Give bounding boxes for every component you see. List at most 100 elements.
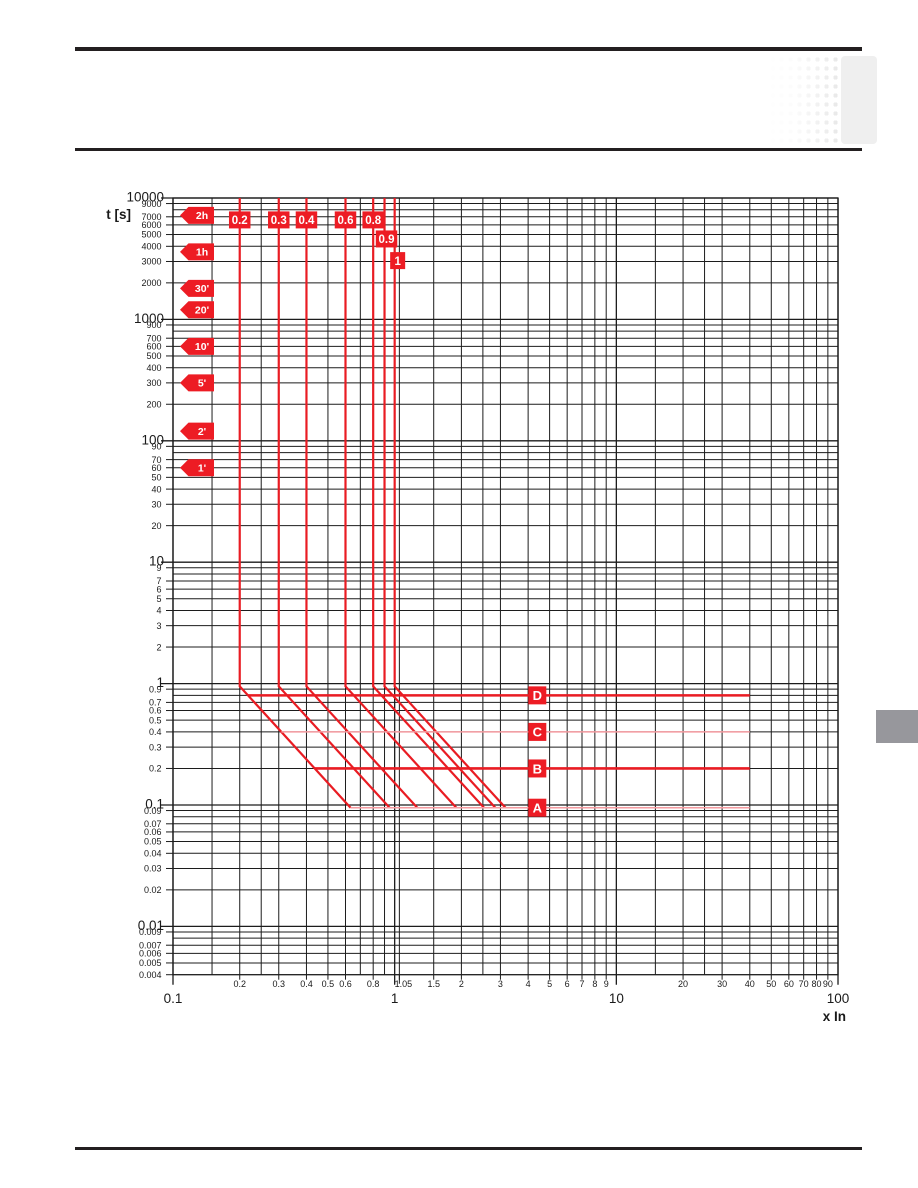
y-tick-label-minor: 0.005 bbox=[139, 958, 162, 968]
x-tick-label-minor: 70 bbox=[799, 979, 809, 989]
x-tick-label-minor: 90 bbox=[823, 979, 833, 989]
curve-label: 0.6 bbox=[337, 215, 353, 227]
curve-label-box-0.8 bbox=[362, 211, 384, 229]
x-tick-label-minor: 30 bbox=[717, 979, 727, 989]
band-label: B bbox=[533, 761, 542, 776]
y-tick-label-minor: 20 bbox=[151, 521, 161, 531]
x-tick-label-minor: 0.2 bbox=[233, 979, 246, 989]
y-tick-label-minor: 6000 bbox=[141, 220, 161, 230]
y-tick-label-minor: 0.03 bbox=[144, 864, 162, 874]
y-tick-label-minor: 0.006 bbox=[139, 949, 162, 959]
time-marker-arrow-5' bbox=[180, 374, 214, 392]
x-tick-label-minor: 20 bbox=[678, 979, 688, 989]
band-label-box-B bbox=[528, 759, 547, 778]
curve-label-box-0.4 bbox=[295, 211, 318, 229]
curve-label: 0.4 bbox=[298, 215, 315, 227]
y-tick-label-minor: 0.9 bbox=[149, 684, 162, 694]
time-marker-arrow-1h bbox=[180, 243, 214, 261]
band-label-box-C bbox=[528, 722, 547, 741]
y-tick-label-minor: 90 bbox=[151, 442, 161, 452]
y-tick-label-minor: 0.007 bbox=[139, 940, 162, 950]
y-tick-label-minor: 7 bbox=[156, 576, 161, 586]
curve-label: 0.9 bbox=[379, 234, 395, 246]
time-marker-label: 2h bbox=[196, 210, 208, 222]
y-tick-label-minor: 0.3 bbox=[149, 742, 162, 752]
curve-label: 0.8 bbox=[365, 215, 382, 227]
footer-rule bbox=[75, 1147, 862, 1150]
trip-curve-0.2 bbox=[238, 198, 352, 809]
y-tick-label-minor: 0.4 bbox=[149, 727, 162, 737]
y-tick-label-minor: 400 bbox=[146, 363, 161, 373]
x-tick-label-minor: 1.05 bbox=[395, 979, 413, 989]
x-tick-label-minor: 60 bbox=[784, 979, 794, 989]
y-tick-label-minor: 50 bbox=[151, 473, 161, 483]
x-tick-label-minor: 1.5 bbox=[427, 979, 440, 989]
y-tick-label-minor: 0.5 bbox=[149, 715, 162, 725]
time-marker-arrow-2' bbox=[180, 422, 214, 440]
band-label: A bbox=[533, 801, 543, 816]
time-marker-label: 1h bbox=[196, 247, 208, 259]
y-tick-label-minor: 0.7 bbox=[149, 698, 162, 708]
y-tick-label-minor: 600 bbox=[146, 342, 161, 352]
x-tick-label-minor: 0.4 bbox=[300, 979, 313, 989]
y-tick-label-major: 1 bbox=[156, 675, 164, 690]
halftone-dot-pattern bbox=[768, 55, 844, 145]
curve-label: 1 bbox=[394, 256, 401, 268]
curve-label: 0.2 bbox=[232, 215, 248, 227]
time-marker-arrow-20' bbox=[180, 301, 214, 319]
y-tick-label-minor: 0.07 bbox=[144, 819, 162, 829]
y-tick-label-minor: 4000 bbox=[141, 242, 161, 252]
curve-label: 0.3 bbox=[271, 215, 287, 227]
time-marker-arrow-30' bbox=[180, 279, 214, 297]
y-tick-label-minor: 3 bbox=[156, 621, 161, 631]
band-label-box-D bbox=[528, 686, 547, 705]
trip-curve-0.8 bbox=[372, 198, 485, 809]
x-tick-label-minor: 5 bbox=[547, 979, 552, 989]
y-tick-label-minor: 200 bbox=[146, 399, 161, 409]
y-tick-label-minor: 70 bbox=[151, 455, 161, 465]
curve-label-box-1 bbox=[390, 252, 406, 270]
y-tick-label-minor: 300 bbox=[146, 378, 161, 388]
x-tick-label-minor: 80 bbox=[812, 979, 822, 989]
band-label: D bbox=[533, 688, 542, 703]
y-tick-label-minor: 3000 bbox=[141, 257, 161, 267]
y-tick-label-minor: 30 bbox=[151, 499, 161, 509]
time-marker-arrow-10' bbox=[180, 337, 214, 355]
y-tick-label-minor: 40 bbox=[151, 484, 161, 494]
time-marker-arrow-2h bbox=[180, 206, 214, 224]
y-tick-label-minor: 900 bbox=[146, 320, 161, 330]
y-tick-label-minor: 0.06 bbox=[144, 827, 162, 837]
y-tick-label-minor: 0.05 bbox=[144, 837, 162, 847]
y-tick-label-minor: 60 bbox=[151, 463, 161, 473]
y-tick-label-major: 0.1 bbox=[145, 797, 164, 812]
time-marker-arrow-1' bbox=[180, 459, 214, 477]
time-marker-label: 10' bbox=[195, 341, 209, 353]
x-tick-label-minor: 3 bbox=[498, 979, 503, 989]
y-tick-label-minor: 500 bbox=[146, 351, 161, 361]
y-tick-label-minor: 6 bbox=[156, 584, 161, 594]
y-tick-label-minor: 0.6 bbox=[149, 706, 162, 716]
time-marker-label: 1' bbox=[198, 463, 206, 475]
x-tick-label-minor: 7 bbox=[579, 979, 584, 989]
y-tick-label-minor: 2 bbox=[156, 642, 161, 652]
y-tick-label-minor: 0.04 bbox=[144, 849, 162, 859]
y-axis-title: t [s] bbox=[106, 207, 131, 222]
y-tick-label-minor: 9000 bbox=[141, 199, 161, 209]
y-tick-label-minor: 0.09 bbox=[144, 806, 162, 816]
plot-border bbox=[172, 197, 839, 976]
x-tick-label-minor: 6 bbox=[565, 979, 570, 989]
x-tick-label-minor: 0.8 bbox=[367, 979, 380, 989]
x-tick-label-minor: 4 bbox=[526, 979, 531, 989]
y-tick-label-minor: 7000 bbox=[141, 212, 161, 222]
y-tick-label-minor: 0.02 bbox=[144, 885, 162, 895]
x-tick-label-minor: 40 bbox=[745, 979, 755, 989]
y-tick-label-minor: 0.009 bbox=[139, 927, 162, 937]
y-tick-label-major: 1000 bbox=[134, 311, 164, 326]
y-tick-label-major: 10 bbox=[149, 554, 164, 569]
y-tick-label-minor: 2000 bbox=[141, 278, 161, 288]
x-tick-label-minor: 8 bbox=[592, 979, 597, 989]
x-tick-label-major: 1 bbox=[391, 991, 399, 1006]
curve-label-box-0.6 bbox=[334, 211, 357, 229]
x-tick-label-minor: 9 bbox=[604, 979, 609, 989]
